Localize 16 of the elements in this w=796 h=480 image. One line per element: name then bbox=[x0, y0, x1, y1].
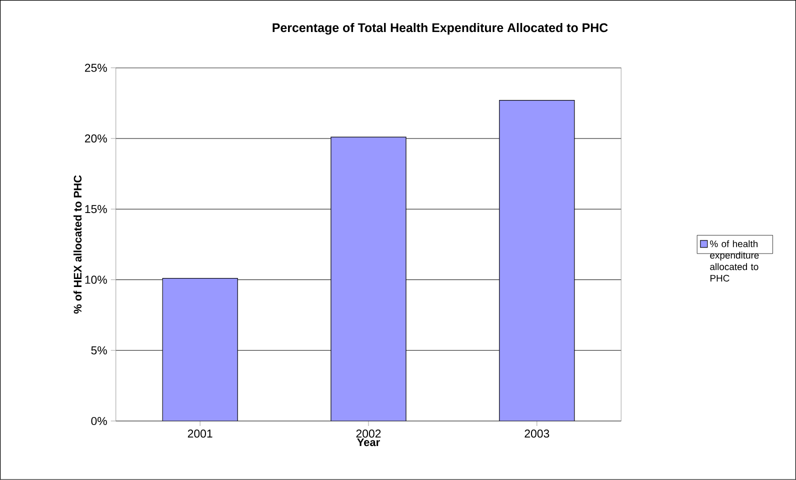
bar bbox=[330, 136, 406, 422]
y-tick-label: 10% bbox=[85, 276, 107, 284]
x-tick-label: 2001 bbox=[188, 430, 212, 438]
y-axis-title: % of HEX allocated to PHC bbox=[74, 175, 82, 314]
chart-title: Percentage of Total Health Expenditure Allocated to PHC bbox=[272, 23, 608, 35]
x-tick-label: 2002 bbox=[356, 430, 381, 438]
x-tick-label: 2003 bbox=[524, 430, 550, 438]
bar bbox=[162, 278, 238, 422]
x-axis-title: Year bbox=[357, 438, 380, 446]
bar bbox=[499, 100, 575, 422]
y-tick-label: 25% bbox=[84, 64, 107, 72]
y-tick-label: 5% bbox=[91, 346, 107, 354]
y-tick-label: 15% bbox=[85, 205, 107, 214]
legend-label: % of health expenditure allocated to PHC bbox=[710, 240, 759, 282]
y-tick-label: 20% bbox=[84, 134, 107, 143]
y-tick-label: 0% bbox=[91, 417, 107, 426]
